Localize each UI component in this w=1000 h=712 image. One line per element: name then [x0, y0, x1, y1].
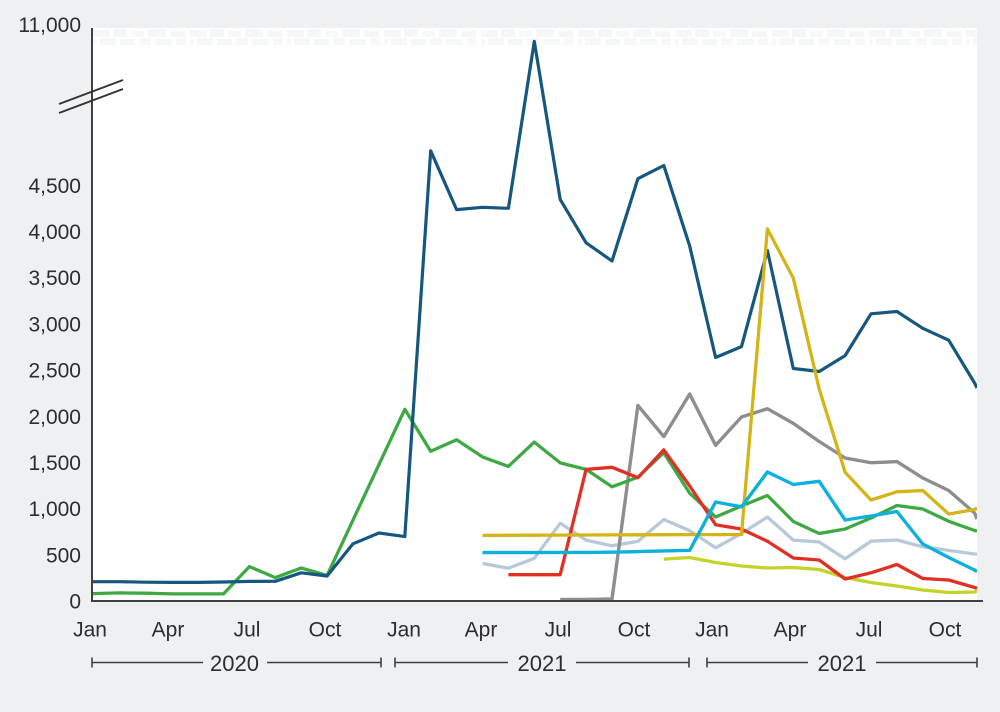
svg-text:4,000: 4,000	[28, 221, 81, 244]
svg-text:500: 500	[46, 544, 81, 567]
svg-text:Jan: Jan	[387, 619, 421, 642]
svg-text:Oct: Oct	[929, 619, 962, 642]
svg-text:11,000: 11,000	[18, 14, 81, 37]
svg-text:4,500: 4,500	[28, 175, 81, 198]
svg-text:Jul: Jul	[856, 619, 883, 642]
svg-text:2020: 2020	[210, 651, 259, 676]
svg-text:1,500: 1,500	[28, 452, 81, 475]
svg-text:Jan: Jan	[695, 619, 729, 642]
svg-text:2,000: 2,000	[28, 406, 81, 429]
svg-text:1,000: 1,000	[28, 498, 81, 521]
svg-text:Apr: Apr	[152, 619, 185, 642]
svg-text:Apr: Apr	[774, 619, 807, 642]
svg-text:Jan: Jan	[73, 619, 107, 642]
svg-text:2,500: 2,500	[28, 360, 81, 383]
svg-text:0: 0	[69, 591, 81, 614]
svg-text:3,500: 3,500	[28, 267, 81, 290]
svg-text:Jul: Jul	[234, 619, 261, 642]
svg-text:Jul: Jul	[545, 619, 572, 642]
svg-text:Apr: Apr	[465, 619, 498, 642]
svg-text:2021: 2021	[518, 651, 567, 676]
svg-text:Oct: Oct	[309, 619, 342, 642]
svg-text:2021: 2021	[818, 651, 867, 676]
svg-text:3,000: 3,000	[28, 313, 81, 336]
svg-text:Oct: Oct	[618, 619, 651, 642]
